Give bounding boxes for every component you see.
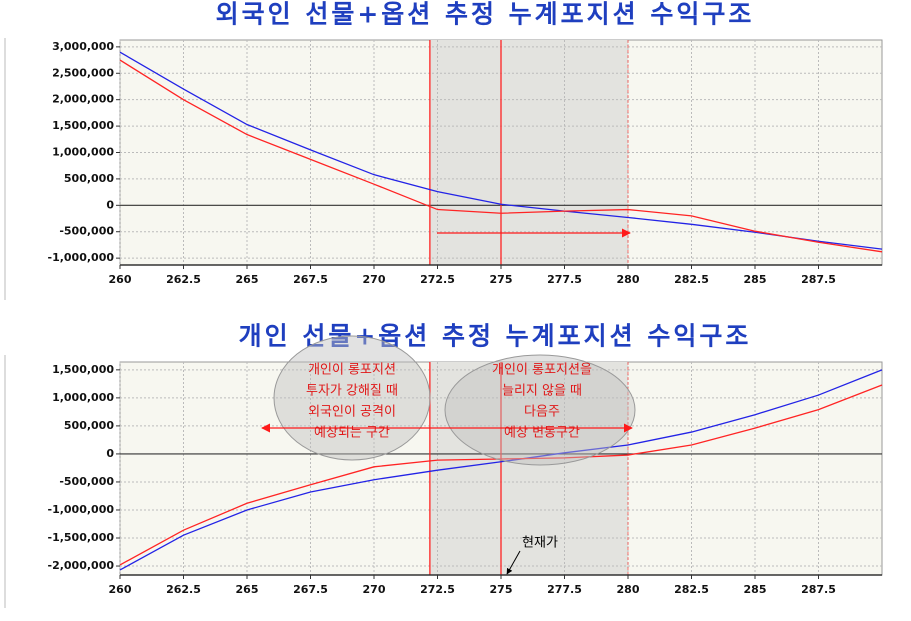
x-tick-label: 260	[109, 583, 132, 596]
chart-title: 외국인 선물+옵션 추정 누계포지션 수익구조	[216, 0, 755, 29]
x-tick-label: 260	[109, 273, 132, 286]
note-text: 투자가 강해질 때	[306, 384, 398, 399]
series-line	[119, 384, 883, 566]
note-text: 다음주	[524, 405, 560, 420]
y-tick-label: 500,000	[64, 172, 114, 185]
current-price-label: 현재가	[522, 536, 558, 551]
y-tick-label: 1,500,000	[52, 119, 114, 132]
plots: 260 262.5 265 267.5 270 272.5 275 277.5 280 282.5…	[48, 39, 883, 596]
y-tick-label: 500,000	[64, 419, 114, 432]
series-line	[119, 51, 883, 250]
x-tick-label: 262.5	[166, 583, 201, 596]
y-tick-label: -500,000	[59, 475, 114, 488]
x-tick-label: 272.5	[420, 273, 455, 286]
current-price-arrow	[506, 550, 521, 575]
x-tick-label: 282.5	[674, 583, 709, 596]
x-tick-label: 277.5	[547, 273, 582, 286]
y-tick-label: 1,000,000	[52, 146, 114, 159]
x-tick-label: 285	[744, 273, 767, 286]
x-tick-label: 287.5	[801, 273, 836, 286]
y-tick-label: 0	[106, 198, 114, 211]
x-tick-label: 262.5	[166, 273, 201, 286]
y-tick-label: 2,000,000	[52, 93, 114, 106]
chart-title: 개인 선물+옵션 추정 누계포지션 수익구조	[239, 322, 752, 351]
y-tick-label: -1,000,000	[48, 251, 115, 264]
x-tick-label: 270	[363, 583, 386, 596]
y-tick-label: 0	[106, 447, 114, 460]
series-line	[119, 369, 883, 571]
x-tick-label: 280	[617, 583, 640, 596]
x-tick-label: 277.5	[547, 583, 582, 596]
note-text: 예상되는 구간	[314, 426, 390, 441]
note-bubble	[273, 335, 431, 461]
x-tick-label: 275	[490, 583, 513, 596]
x-tick-label: 287.5	[801, 583, 836, 596]
y-tick-label: -1,500,000	[48, 531, 115, 544]
y-tick-label: 3,000,000	[52, 40, 114, 53]
x-tick-label: 280	[617, 273, 640, 286]
y-tick-label: -1,000,000	[48, 503, 115, 516]
x-tick-label: 282.5	[674, 273, 709, 286]
y-tick-label: 1,000,000	[52, 391, 114, 404]
y-tick-label: -2,000,000	[48, 559, 115, 572]
y-tick-label: -500,000	[59, 225, 114, 238]
note-text: 늘리지 않을 때	[502, 384, 582, 399]
y-tick-label: 1,500,000	[52, 363, 114, 376]
note-bubble	[444, 354, 636, 466]
note-text: 외국인이 공격이	[308, 405, 396, 420]
x-tick-label: 267.5	[293, 583, 328, 596]
note-text: 예상 변동구간	[504, 426, 580, 441]
x-tick-label: 265	[236, 273, 259, 286]
x-tick-label: 270	[363, 273, 386, 286]
x-tick-label: 265	[236, 583, 259, 596]
series-line	[119, 59, 883, 253]
note-text: 개인이 롱포지션	[308, 363, 396, 378]
x-tick-label: 272.5	[420, 583, 455, 596]
y-tick-label: 2,500,000	[52, 66, 114, 79]
x-tick-label: 275	[490, 273, 513, 286]
note-text: 개인이 롱포지션을	[492, 363, 592, 378]
x-tick-label: 267.5	[293, 273, 328, 286]
x-tick-label: 285	[744, 583, 767, 596]
